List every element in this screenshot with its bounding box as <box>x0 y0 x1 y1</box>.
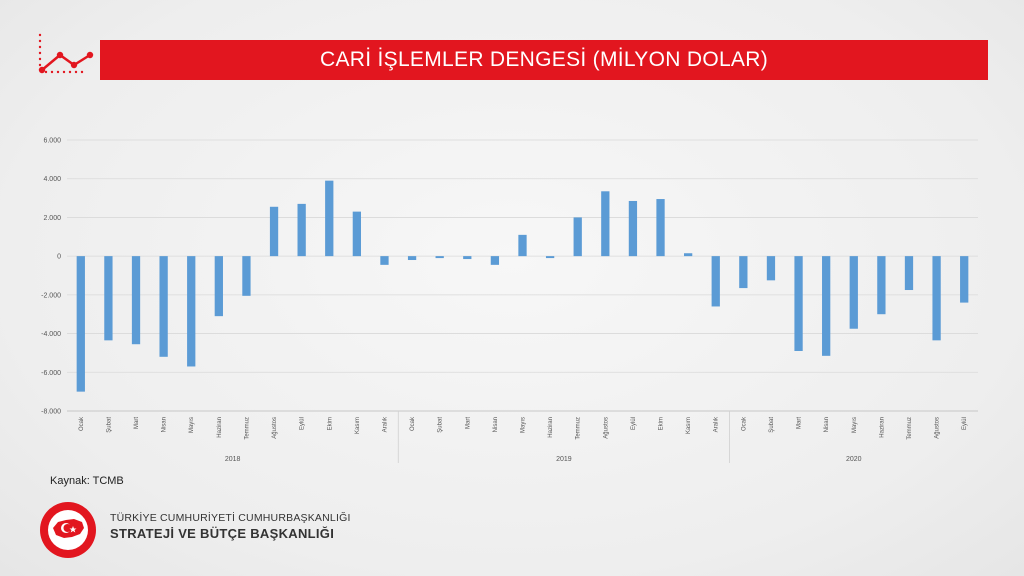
institution-name-line2: STRATEJİ VE BÜTÇE BAŞKANLIĞI <box>110 526 335 541</box>
x-tick-label: Haziran <box>548 417 554 438</box>
bar <box>407 256 417 261</box>
x-tick-label: Haziran <box>217 417 223 438</box>
bar <box>683 253 693 257</box>
x-tick-label: Temmuz <box>576 417 582 440</box>
x-tick-label: Ağustos <box>272 417 278 439</box>
bar <box>131 256 141 345</box>
x-tick-label: Mayıs <box>852 417 858 433</box>
x-tick-label: Mart <box>134 417 140 429</box>
x-tick-label: Ağustos <box>603 417 609 439</box>
institution-name: TÜRKİYE CUMHURİYETİ CUMHURBAŞKANLIĞI STR… <box>110 512 351 541</box>
x-tick-label: Mart <box>797 417 803 429</box>
x-tick-label: Şubat <box>769 417 775 433</box>
bar <box>518 234 527 257</box>
institution-name-line1: TÜRKİYE CUMHURİYETİ CUMHURBAŞKANLIĞI <box>110 512 351 524</box>
bar <box>794 256 803 351</box>
year-label: 2018 <box>225 456 241 463</box>
bar <box>822 256 831 356</box>
bar <box>187 256 196 367</box>
bar <box>325 180 334 257</box>
x-tick-label: Nisan <box>824 417 830 432</box>
x-tick-label: Eylül <box>300 417 306 430</box>
x-tick-label: Haziran <box>879 417 885 438</box>
bar <box>766 256 776 281</box>
x-tick-label: Nisan <box>493 417 499 432</box>
y-tick-label: -2.000 <box>41 292 61 299</box>
bar <box>849 256 858 329</box>
x-tick-label: Nisan <box>162 417 168 432</box>
x-tick-label: Ocak <box>741 416 747 431</box>
x-tick-label: Eylül <box>631 417 637 430</box>
bar <box>214 256 223 317</box>
x-tick-label: Ağustos <box>935 417 941 439</box>
bar <box>573 217 582 257</box>
bar <box>242 256 251 296</box>
x-tick-label: Aralık <box>714 416 720 432</box>
page-title-text: CARİ İŞLEMLER DENGESİ (MİLYON DOLAR) <box>320 48 768 71</box>
bar <box>656 199 665 257</box>
bar <box>380 256 389 265</box>
page-title: CARİ İŞLEMLER DENGESİ (MİLYON DOLAR) <box>100 40 988 80</box>
x-tick-label: Kasım <box>686 417 692 434</box>
bar <box>269 206 279 257</box>
y-tick-label: -6.000 <box>41 370 61 377</box>
bar <box>601 191 610 257</box>
x-tick-label: Eylül <box>962 417 968 430</box>
bar <box>739 256 748 289</box>
x-tick-label: Şubat <box>106 417 112 433</box>
x-tick-label: Mayıs <box>521 417 527 433</box>
trend-line-icon <box>30 30 100 85</box>
bar <box>932 256 941 341</box>
x-tick-label: Şubat <box>438 417 444 433</box>
x-tick-label: Ekim <box>659 417 665 430</box>
year-label: 2020 <box>846 456 862 463</box>
bar <box>877 256 886 315</box>
y-tick-label: 0 <box>57 254 61 261</box>
year-label: 2019 <box>556 456 572 463</box>
bar <box>545 256 555 259</box>
x-tick-label: Ocak <box>79 416 85 431</box>
x-tick-label: Ocak <box>410 416 416 431</box>
y-tick-label: 4.000 <box>43 176 61 183</box>
institution-seal-icon <box>36 500 100 560</box>
x-tick-label: Mayıs <box>189 417 195 433</box>
bar <box>159 256 168 357</box>
bar <box>104 256 113 341</box>
bar <box>628 200 638 257</box>
x-tick-label: Aralık <box>382 416 388 432</box>
x-tick-label: Temmuz <box>907 417 913 440</box>
x-tick-label: Ekim <box>327 417 333 430</box>
x-tick-label: Mart <box>465 417 471 429</box>
source-label: Kaynak: TCMB <box>50 475 124 487</box>
bar <box>76 256 85 392</box>
bar <box>904 256 914 291</box>
y-tick-label: 2.000 <box>43 215 61 222</box>
bar <box>352 211 362 257</box>
y-tick-label: 6.000 <box>43 138 61 145</box>
x-tick-label: Kasım <box>355 417 361 434</box>
bar <box>463 256 472 260</box>
bar <box>297 203 306 257</box>
bar <box>435 256 444 259</box>
bar <box>490 256 500 265</box>
x-tick-label: Temmuz <box>244 417 250 440</box>
y-tick-label: -8.000 <box>41 409 61 416</box>
bar <box>711 256 720 307</box>
bar <box>960 256 969 303</box>
y-tick-label: -4.000 <box>41 331 61 338</box>
